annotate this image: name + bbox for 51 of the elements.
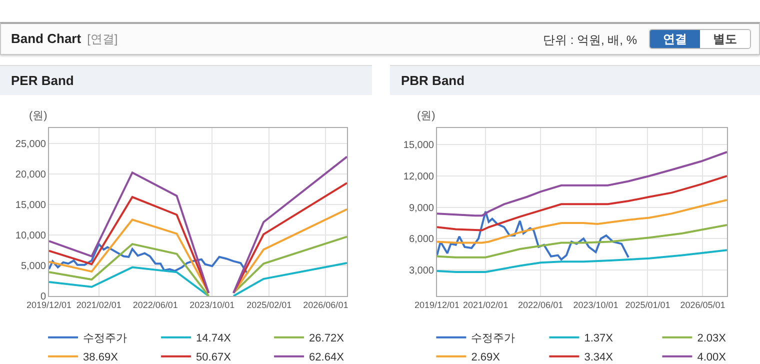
text: 단위 : 억원, 배, % [542,32,637,49]
line-series [49,243,249,276]
line-series [437,175,727,232]
text: Band Chart [11,31,82,46]
x-tick-label: 2022/06/01 [518,300,564,310]
x-tick-label: 2026/06/01 [303,300,348,310]
text: 연결 [650,30,700,48]
y-tick-label: 25,000 [15,138,46,150]
y-tick-label: 0 [40,292,46,302]
y-axis-title: (원) [417,110,436,122]
legend-label: 수정주가 [83,332,128,345]
x-tick-label: 2025/01/01 [625,300,670,310]
legend-label: 수정주가 [471,332,516,345]
chart-title: PER Band [0,65,372,96]
x-tick-label: 2023/10/01 [573,300,618,310]
y-tick-label: 15,000 [15,200,46,211]
y-tick-label: 12,000 [403,172,434,182]
legend-label: 2.03X [697,332,727,345]
x-tick-label: 2026/05/01 [680,300,726,310]
x-tick-label: 2021/02/01 [463,300,508,310]
legend-label: 62.64X [309,352,345,364]
line-series [437,151,727,217]
line-series [437,210,630,260]
legend-label: 2.69X [471,352,501,364]
line-series [437,199,727,244]
chart-title: PBR Band [390,65,760,96]
x-tick-label: 2019/12/01 [414,300,460,310]
line-series [437,249,727,273]
legend-label: 14.74X [196,332,232,345]
y-tick-label: 20,000 [15,169,46,180]
y-tick-label: 5,000 [20,260,46,272]
y-tick-label: 3,000 [408,265,434,276]
line-series [437,224,727,258]
legend-label: 38.69X [83,352,119,364]
legend-label: 4.00X [697,352,727,364]
y-tick-label: 6,000 [408,234,434,246]
text: [연결] [87,32,118,46]
x-tick-label: 2019/12/01 [26,300,72,310]
x-tick-label: 2022/06/01 [132,300,178,310]
text: 별도 [700,30,750,48]
y-tick-label: 10,000 [15,230,46,242]
x-tick-label: 2021/02/01 [76,300,122,310]
y-tick-label: 9,000 [408,202,434,214]
legend-label: 1.37X [584,332,614,345]
y-axis-title: (원) [29,110,48,122]
legend-label: 3.34X [584,352,614,364]
legend-label: 50.67X [196,352,232,364]
x-tick-label: 2025/02/01 [246,300,292,310]
y-tick-label: 15,000 [403,140,434,152]
legend-label: 26.72X [309,332,345,345]
x-tick-label: 2023/10/01 [190,300,235,310]
